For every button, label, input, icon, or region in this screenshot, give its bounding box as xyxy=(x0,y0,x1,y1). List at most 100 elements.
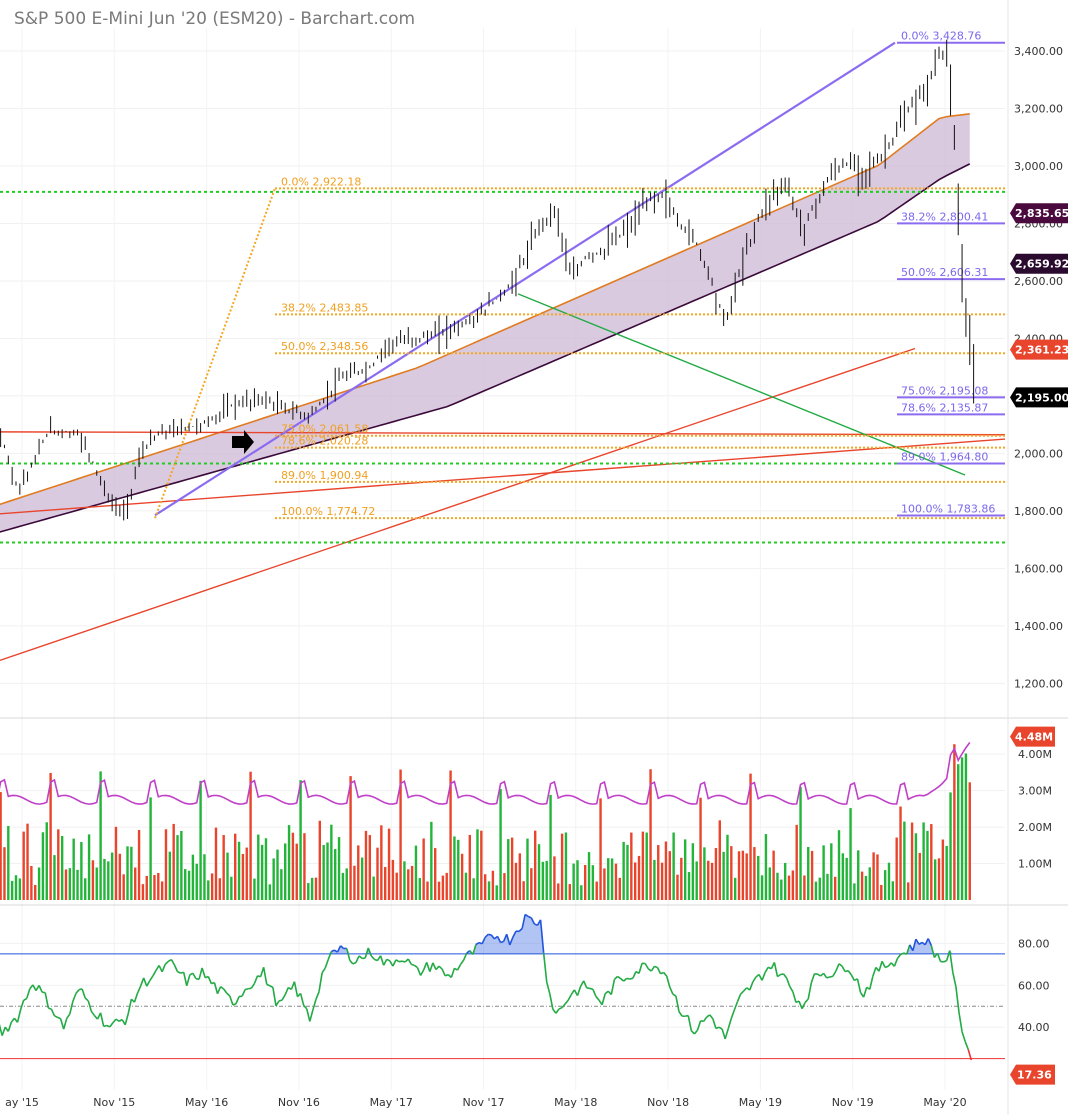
ma-band-fill xyxy=(0,113,970,532)
volume-bar xyxy=(376,847,379,900)
volume-bar xyxy=(318,820,322,900)
rsi-line-segment xyxy=(500,940,504,944)
rsi-line-segment xyxy=(248,987,252,990)
volume-bar xyxy=(387,828,391,900)
price-tag-label: 2,361.23 xyxy=(1015,344,1068,357)
rsi-line-segment xyxy=(164,960,169,965)
rsi-line-segment xyxy=(617,975,622,980)
rsi-line-segment xyxy=(798,1000,803,1010)
volume-bar xyxy=(672,832,675,900)
rsi-line-segment xyxy=(456,964,462,971)
volume-bar xyxy=(687,872,691,900)
x-tick-label: Nov '17 xyxy=(463,1096,505,1109)
volume-bar xyxy=(141,884,145,900)
volume-bar xyxy=(545,860,548,900)
volume-bar xyxy=(957,764,960,900)
volume-bar xyxy=(84,878,87,900)
rsi-line-segment xyxy=(478,941,483,945)
volume-bar xyxy=(718,820,721,900)
volume-bar xyxy=(491,870,495,900)
rsi-line-segment xyxy=(173,964,179,972)
rsi-line-segment xyxy=(182,972,188,987)
rsi-line-segment xyxy=(69,1001,74,1015)
rsi-line-segment xyxy=(441,968,446,977)
rsi-line-segment xyxy=(481,936,486,945)
rsi-line-segment xyxy=(78,988,83,991)
volume-bar xyxy=(107,861,110,900)
volume-bar xyxy=(853,883,856,900)
volume-bar xyxy=(168,851,172,900)
volume-bar xyxy=(445,872,448,900)
rsi-line-segment xyxy=(425,962,431,972)
y-tick-label: 2,000.00 xyxy=(1014,447,1063,460)
rsi-line-segment xyxy=(106,1024,111,1028)
rsi-line-segment xyxy=(530,917,536,925)
trendline-red-steep xyxy=(0,347,916,662)
volume-bar xyxy=(922,822,925,900)
volume-bar xyxy=(272,858,275,900)
fib-purple-label: 50.0% 2,606.31 xyxy=(901,266,988,279)
rsi-line-segment xyxy=(893,958,899,967)
volume-bar xyxy=(480,830,483,900)
volume-bar xyxy=(557,883,560,900)
volume-bar xyxy=(953,744,956,900)
rsi-line-segment xyxy=(177,970,181,974)
volume-bar xyxy=(810,850,814,900)
rsi-line-segment xyxy=(780,973,784,976)
rsi-line-segment xyxy=(315,991,320,1000)
rsi-line-segment xyxy=(432,962,437,970)
rsi-line-segment xyxy=(213,982,219,994)
rsi-line-segment xyxy=(792,991,797,1003)
rsi-line-segment xyxy=(752,976,757,983)
volume-bar xyxy=(53,855,56,900)
volume-bar xyxy=(226,852,229,900)
volume-bar xyxy=(276,849,279,900)
volume-bar xyxy=(176,835,179,900)
rsi-line-segment xyxy=(881,960,886,968)
rsi-overbought-fill xyxy=(0,914,972,954)
rsi-line-segment xyxy=(576,986,582,996)
volume-bar xyxy=(34,884,37,900)
volume-bar xyxy=(453,836,456,900)
volume-bar xyxy=(430,821,433,900)
volume-bar xyxy=(857,850,860,900)
volume-bar xyxy=(649,769,652,900)
volume-bar xyxy=(553,856,556,900)
volume-bar xyxy=(18,878,22,900)
volume-bar xyxy=(803,875,806,900)
volume-bar xyxy=(87,834,91,900)
volume-bar xyxy=(241,853,245,900)
volume-bar xyxy=(776,872,779,900)
volume-bar xyxy=(522,881,525,900)
volume-bar xyxy=(164,829,168,900)
volume-bar xyxy=(137,830,141,900)
volume-bar xyxy=(68,868,72,900)
rsi-line-segment xyxy=(422,962,428,971)
rsi-line-segment xyxy=(0,1023,3,1036)
rsi-line-segment xyxy=(340,945,345,950)
rsi-line-segment xyxy=(220,986,225,990)
rsi-line-segment xyxy=(862,987,868,998)
rsi-line-segment xyxy=(327,951,333,960)
rsi-line-segment xyxy=(905,944,911,955)
volume-bar xyxy=(768,867,771,900)
rsi-line-segment xyxy=(610,979,616,995)
volume-bar xyxy=(22,831,25,900)
rsi-line-segment xyxy=(542,952,548,983)
volume-bar xyxy=(833,876,837,900)
rsi-line-segment xyxy=(678,1011,683,1017)
rsi-line-segment xyxy=(207,976,213,984)
fib-purple-label: 100.0% 1,783.86 xyxy=(901,503,995,516)
volume-bar xyxy=(749,773,752,900)
volume-bar xyxy=(860,871,864,900)
rsi-line-segment xyxy=(226,992,231,997)
price-panel: 0.0% 2,922.18 38.2% 2,483.85 50.0% 2,348.5… xyxy=(0,28,1006,1090)
rsi-line-segment xyxy=(764,966,769,973)
rsi-line-segment xyxy=(773,962,779,977)
rsi-line-segment xyxy=(872,967,877,977)
volume-bar xyxy=(222,835,225,900)
volume-bar xyxy=(614,863,618,900)
volume-bar xyxy=(357,845,360,900)
rsi-line-segment xyxy=(62,1018,68,1030)
